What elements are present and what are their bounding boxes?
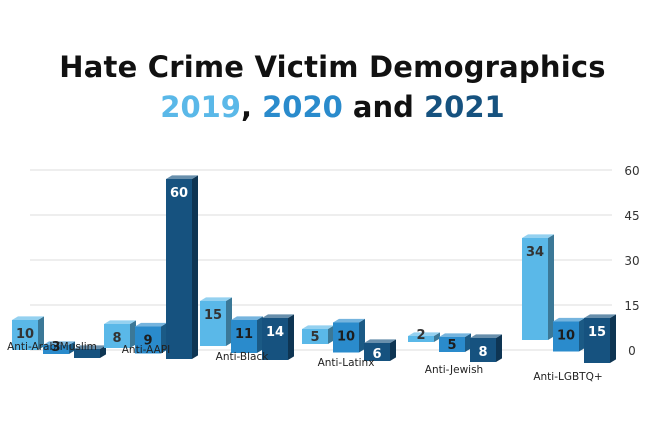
data-label-2-0: 15 [204, 308, 222, 323]
y-tick-label-45: 45 [624, 209, 639, 223]
bar-1-1 [135, 326, 161, 354]
bar-side-3-2 [390, 339, 396, 361]
data-label-0-0: 10 [16, 327, 34, 342]
bar-top-5-1 [553, 317, 585, 322]
category-label-2: Anti-Black [216, 351, 270, 363]
y-tick-label-60: 60 [624, 164, 639, 178]
bar-top-2-2 [262, 314, 294, 318]
bar-side-5-2 [610, 314, 616, 363]
bar-top-5-0 [522, 234, 554, 238]
bar-side-3-0 [328, 325, 334, 344]
bar-top-0-2 [74, 345, 106, 349]
bar-2-2 [262, 318, 288, 360]
category-label-4: Anti-Jewish [425, 364, 483, 376]
bar-side-0-0 [38, 316, 44, 350]
bar-2-0 [200, 301, 226, 346]
data-label-4-0: 2 [416, 328, 425, 343]
bar-top-0-1 [43, 341, 75, 345]
data-label-5-2: 15 [588, 325, 606, 340]
bar-side-2-2 [288, 314, 294, 360]
data-label-3-0: 5 [310, 330, 319, 345]
data-label-4-2: 8 [478, 345, 487, 360]
bar-top-5-2 [584, 314, 616, 318]
data-label-3-2: 6 [372, 347, 381, 362]
bar-4-0 [408, 336, 434, 342]
bar-top-0-0 [12, 316, 44, 320]
data-label-1-1: 9 [143, 334, 152, 349]
data-label-1-0: 8 [112, 331, 121, 346]
bar-side-4-2 [496, 334, 502, 362]
bar-side-5-1 [579, 317, 585, 352]
category-label-1: Anti-AAPI [122, 344, 171, 356]
bar-4-2 [470, 338, 496, 362]
bar-5-0 [522, 238, 548, 340]
bar-side-0-1 [69, 341, 75, 354]
bar-5-1 [553, 321, 579, 352]
category-label-0: Anti-Arab/Muslim [7, 341, 97, 353]
chart-subtitle: 2019, 2020 and 2021 [0, 90, 665, 124]
subtitle-year-2021: 2021 [424, 90, 505, 124]
bar-2-1 [231, 320, 257, 353]
data-label-3-1: 10 [337, 330, 355, 345]
bar-top-3-0 [302, 325, 334, 329]
bar-1-2 [166, 179, 192, 359]
bar-0-2 [74, 349, 100, 358]
bar-top-1-0 [104, 320, 136, 324]
bar-3-1 [333, 322, 359, 353]
bar-4-1 [439, 337, 465, 352]
bar-top-4-2 [470, 334, 502, 338]
bar-side-4-1 [465, 333, 471, 352]
bar-0-0 [12, 320, 38, 350]
bar-side-1-1 [161, 322, 167, 354]
data-label-4-1: 5 [447, 338, 456, 353]
y-tick-label-15: 15 [624, 299, 639, 313]
data-label-5-0: 34 [526, 245, 544, 260]
subtitle-year-2019: 2019 [160, 90, 241, 124]
data-label-5-1: 10 [557, 329, 575, 344]
bar-side-1-2 [192, 175, 198, 359]
data-label-1-2: 60 [170, 186, 188, 201]
bar-0-1 [43, 345, 69, 354]
bar-side-1-0 [130, 320, 136, 348]
bar-side-3-1 [359, 318, 365, 353]
subtitle-separator-1: , [240, 90, 263, 124]
y-tick-label-30: 30 [624, 254, 639, 268]
bar-top-2-0 [200, 297, 232, 301]
data-label-2-1: 11 [235, 327, 253, 342]
bar-top-4-0 [408, 332, 440, 336]
bar-side-2-1 [257, 316, 263, 353]
category-label-3: Anti-Latinx [318, 357, 375, 369]
bar-top-3-2 [364, 339, 396, 343]
bar-3-0 [302, 329, 328, 344]
data-label-2-2: 14 [266, 325, 284, 340]
bar-top-1-2 [166, 175, 198, 179]
bar-1-0 [104, 324, 130, 348]
subtitle-year-2020: 2020 [262, 90, 343, 124]
bar-3-2 [364, 343, 390, 361]
bar-top-1-1 [135, 322, 167, 327]
chart-title: Hate Crime Victim Demographics [59, 50, 606, 84]
y-tick-label-0: 0 [628, 344, 636, 358]
bar-side-4-0 [434, 332, 440, 342]
bar-side-2-0 [226, 297, 232, 346]
bar-top-2-1 [231, 316, 263, 320]
bar-side-0-2 [100, 345, 106, 358]
bar-5-2 [584, 318, 610, 363]
bar-side-5-0 [548, 234, 554, 340]
bar-top-3-1 [333, 318, 365, 323]
subtitle-separator-2: and [342, 90, 424, 124]
data-label-0-1: 3 [51, 340, 60, 355]
bar-top-4-1 [439, 333, 471, 337]
category-label-5: Anti-LGBTQ+ [533, 371, 602, 383]
